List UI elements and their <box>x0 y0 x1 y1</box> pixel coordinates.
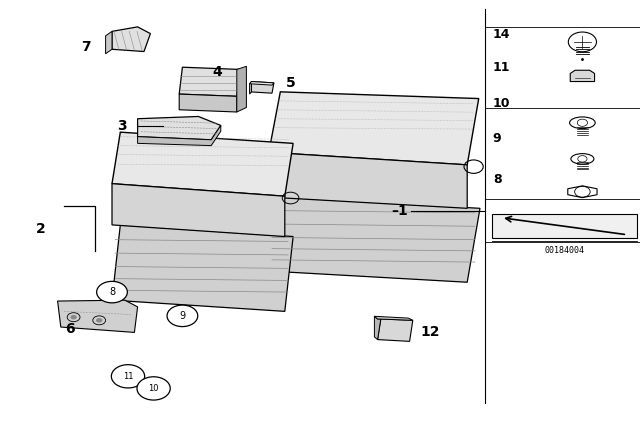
Text: 10: 10 <box>493 96 510 110</box>
Polygon shape <box>138 125 221 146</box>
Circle shape <box>96 318 102 323</box>
Circle shape <box>167 305 198 327</box>
Polygon shape <box>492 214 637 238</box>
Text: 11: 11 <box>493 60 510 74</box>
Polygon shape <box>112 27 150 52</box>
Polygon shape <box>378 319 413 341</box>
Text: 12: 12 <box>420 324 440 339</box>
Circle shape <box>97 281 127 303</box>
Polygon shape <box>237 66 246 112</box>
Text: 14: 14 <box>493 28 510 42</box>
Polygon shape <box>179 94 237 112</box>
Polygon shape <box>106 31 112 54</box>
Polygon shape <box>374 316 381 340</box>
Polygon shape <box>250 82 274 85</box>
Text: 5: 5 <box>286 76 296 90</box>
Circle shape <box>137 377 170 400</box>
Circle shape <box>70 315 77 319</box>
Polygon shape <box>570 70 595 82</box>
Text: 11: 11 <box>123 372 133 381</box>
Text: 00184004: 00184004 <box>545 246 584 255</box>
Text: 7: 7 <box>81 40 92 54</box>
Polygon shape <box>269 92 479 165</box>
Polygon shape <box>58 300 138 332</box>
Polygon shape <box>112 184 285 237</box>
Text: 8: 8 <box>109 287 115 297</box>
Text: 3: 3 <box>116 119 127 134</box>
Circle shape <box>111 365 145 388</box>
Polygon shape <box>179 67 240 96</box>
Text: 9: 9 <box>493 132 501 146</box>
Text: 8: 8 <box>493 172 501 186</box>
Polygon shape <box>112 225 293 311</box>
Polygon shape <box>269 197 480 282</box>
Polygon shape <box>112 132 293 196</box>
Polygon shape <box>250 82 252 94</box>
Text: 9: 9 <box>179 311 186 321</box>
Text: 10: 10 <box>148 384 159 393</box>
Text: 6: 6 <box>65 322 76 336</box>
Text: –1: –1 <box>391 204 408 219</box>
Polygon shape <box>269 152 467 208</box>
Polygon shape <box>250 82 274 93</box>
Text: 2: 2 <box>35 222 45 237</box>
Polygon shape <box>138 116 221 140</box>
Text: 4: 4 <box>212 65 223 79</box>
Polygon shape <box>374 316 413 320</box>
